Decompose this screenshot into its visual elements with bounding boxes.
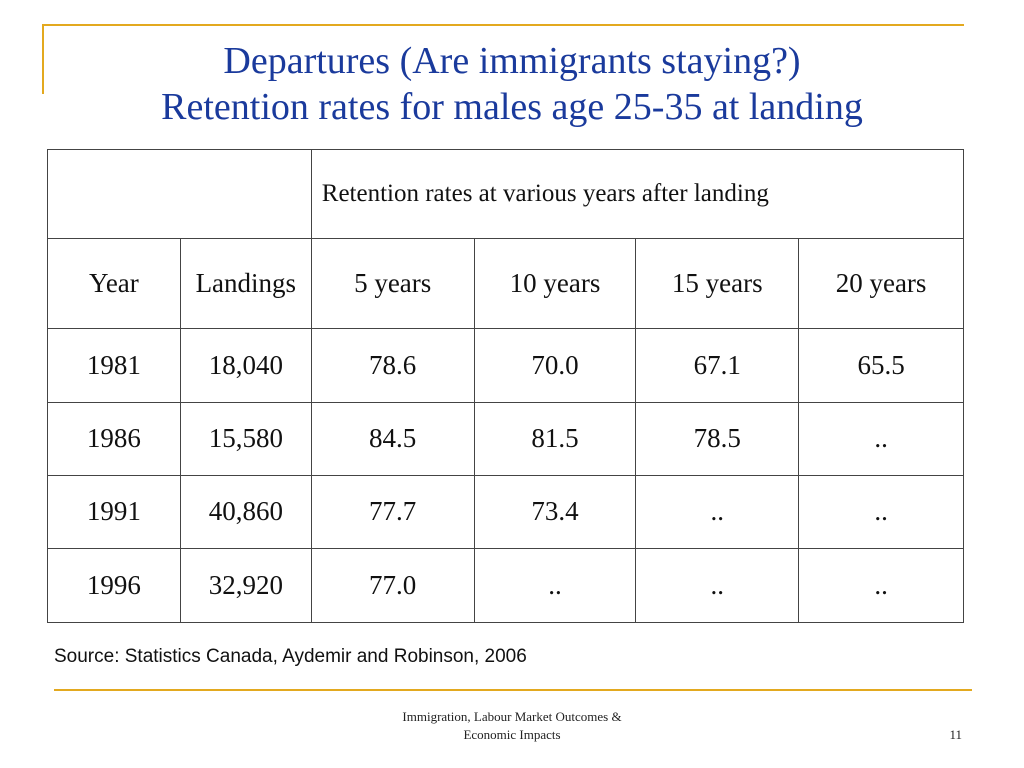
table-row: 1996 32,920 77.0 .. .. .. [47, 547, 964, 624]
table-cell: 70.0 [473, 328, 637, 403]
column-header: Year [47, 238, 181, 330]
title-line-2: Retention rates for males age 25-35 at l… [161, 86, 863, 128]
table-cell: 84.5 [310, 401, 475, 476]
table-cell: 1996 [47, 547, 181, 624]
table-header-row: Year Landings 5 years 10 years 15 years … [47, 238, 964, 330]
bottom-rule [54, 689, 972, 691]
column-header: Landings [179, 238, 312, 330]
table-cell: 15,580 [179, 401, 312, 476]
table-cell: 65.5 [798, 328, 964, 403]
table-cell: 18,040 [179, 328, 312, 403]
page-number: 11 [949, 727, 962, 742]
table-cell: 78.6 [310, 328, 475, 403]
table-row: 1986 15,580 84.5 81.5 78.5 .. [47, 401, 964, 476]
empty-corner-cell [47, 148, 312, 240]
table-cell: .. [798, 474, 964, 549]
footer-line-2: Economic Impacts [463, 727, 561, 742]
top-rule [42, 24, 964, 26]
table-cell: 78.5 [635, 401, 800, 476]
table-cell: .. [798, 547, 964, 624]
footer-line-1: Immigration, Labour Market Outcomes & [402, 709, 622, 724]
table-cell: 77.0 [310, 547, 475, 624]
column-header: 10 years [473, 238, 637, 330]
column-header: 5 years [310, 238, 475, 330]
footer-text: Immigration, Labour Market Outcomes & Ec… [350, 708, 674, 744]
column-header: 15 years [635, 238, 800, 330]
table-cell: 1986 [47, 401, 181, 476]
table-cell: 1981 [47, 328, 181, 403]
retention-table: Retention rates at various years after l… [47, 148, 965, 624]
table-cell: .. [798, 401, 964, 476]
slide-title: Departures (Are immigrants staying?) Ret… [60, 38, 964, 130]
table-cell: 40,860 [179, 474, 312, 549]
table-cell: .. [473, 547, 637, 624]
table-group-header-row: Retention rates at various years after l… [47, 148, 965, 240]
table-row: 1981 18,040 78.6 70.0 67.1 65.5 [47, 328, 964, 403]
left-rule [42, 24, 44, 94]
table-cell: 32,920 [179, 547, 312, 624]
table-cell: 1991 [47, 474, 181, 549]
table-cell: 77.7 [310, 474, 475, 549]
table-cell: 67.1 [635, 328, 800, 403]
column-header: 20 years [798, 238, 964, 330]
table-cell: .. [635, 474, 800, 549]
title-line-1: Departures (Are immigrants staying?) [223, 40, 801, 82]
group-header-cell: Retention rates at various years after l… [310, 148, 965, 240]
source-citation: Source: Statistics Canada, Aydemir and R… [54, 646, 527, 667]
table-cell: 73.4 [473, 474, 637, 549]
table-row: 1991 40,860 77.7 73.4 .. .. [47, 474, 964, 549]
table-cell: 81.5 [473, 401, 637, 476]
table-cell: .. [635, 547, 800, 624]
